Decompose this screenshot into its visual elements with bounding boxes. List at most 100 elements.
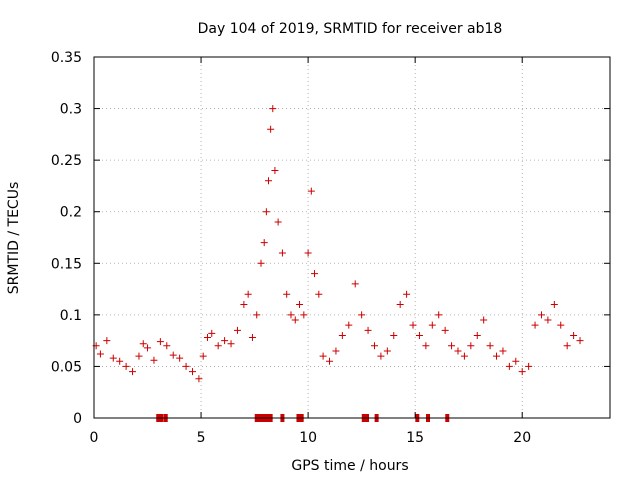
data-point	[435, 311, 443, 319]
x-tick-label: 0	[90, 430, 99, 446]
data-point	[296, 301, 304, 309]
data-point	[505, 362, 513, 370]
data-point	[221, 337, 229, 345]
data-point	[409, 321, 417, 329]
data-point	[278, 249, 286, 257]
data-point	[563, 342, 571, 350]
data-point	[315, 290, 323, 298]
data-point	[150, 356, 158, 364]
x-tick-label: 10	[299, 430, 317, 446]
y-tick-label: 0.15	[51, 256, 82, 272]
data-point	[300, 311, 308, 319]
data-point	[493, 352, 501, 360]
data-point	[248, 334, 256, 342]
y-tick-label: 0.2	[60, 205, 82, 221]
data-point	[454, 347, 462, 355]
data-point	[163, 342, 171, 350]
data-point	[96, 350, 104, 358]
data-point	[448, 342, 456, 350]
data-point	[291, 316, 299, 324]
data-point	[499, 347, 507, 355]
y-tick-label: 0.05	[51, 359, 82, 375]
data-point	[109, 354, 117, 362]
data-point	[537, 311, 545, 319]
data-point	[311, 270, 319, 278]
data-point	[144, 344, 152, 352]
data-point	[364, 326, 372, 334]
data-point	[345, 321, 353, 329]
data-point	[227, 340, 235, 348]
chart-title: Day 104 of 2019, SRMTID for receiver ab1…	[198, 21, 503, 37]
grid-lines	[94, 57, 610, 418]
data-point	[544, 316, 552, 324]
x-tick-label: 5	[197, 430, 206, 446]
x-tick-label: 20	[513, 430, 531, 446]
data-point	[512, 357, 520, 365]
data-point	[460, 352, 468, 360]
data-point	[253, 311, 261, 319]
data-point	[116, 357, 124, 365]
data-point	[332, 347, 340, 355]
y-tick-label: 0	[73, 411, 82, 427]
data-point	[139, 340, 147, 348]
data-point	[262, 208, 270, 216]
data-point	[182, 362, 190, 370]
data-point	[441, 326, 449, 334]
y-tick-label: 0.1	[60, 308, 82, 324]
data-point	[244, 290, 252, 298]
data-point	[531, 321, 539, 329]
data-point	[269, 105, 277, 113]
data-point	[195, 375, 203, 383]
data-point	[257, 259, 265, 267]
data-point	[188, 368, 196, 376]
data-point	[169, 351, 177, 359]
data-point	[176, 354, 184, 362]
data-point	[422, 342, 430, 350]
data-point	[358, 311, 366, 319]
data-point	[319, 352, 327, 360]
data-point	[287, 311, 295, 319]
data-point	[208, 329, 216, 337]
data-point	[260, 239, 268, 247]
data-point	[283, 290, 291, 298]
x-axis-label: GPS time / hours	[291, 458, 408, 474]
data-points	[92, 105, 584, 383]
data-point	[377, 352, 385, 360]
data-point	[576, 337, 584, 345]
data-point	[428, 321, 436, 329]
data-point	[264, 177, 272, 185]
y-axis-label: SRMTID / TECUs	[6, 182, 22, 295]
data-point	[271, 166, 279, 174]
data-point	[203, 334, 211, 342]
plot-border	[93, 56, 611, 419]
data-point	[338, 331, 346, 339]
data-point	[467, 342, 475, 350]
data-point	[486, 342, 494, 350]
data-point	[383, 347, 391, 355]
x-tick-label: 15	[406, 430, 424, 446]
data-point	[135, 352, 143, 360]
x-axis-ticks: 0 5 10 15 20	[90, 57, 531, 446]
data-point	[403, 290, 411, 298]
data-point	[240, 301, 248, 309]
data-point	[570, 331, 578, 339]
data-point	[233, 326, 241, 334]
data-point	[267, 125, 275, 133]
data-point	[480, 316, 488, 324]
y-tick-label: 0.35	[51, 50, 82, 66]
data-point	[326, 357, 334, 365]
data-point	[307, 187, 315, 195]
data-point	[156, 338, 164, 346]
data-point	[557, 321, 565, 329]
data-point	[518, 368, 526, 376]
data-point	[473, 331, 481, 339]
data-point	[199, 352, 207, 360]
data-point	[351, 280, 359, 288]
data-point	[370, 342, 378, 350]
data-point	[214, 342, 222, 350]
y-axis-ticks: 0 0.05 0.1 0.15 0.2 0.25 0.3 0.35	[51, 50, 610, 427]
data-point	[122, 362, 130, 370]
data-point	[390, 331, 398, 339]
